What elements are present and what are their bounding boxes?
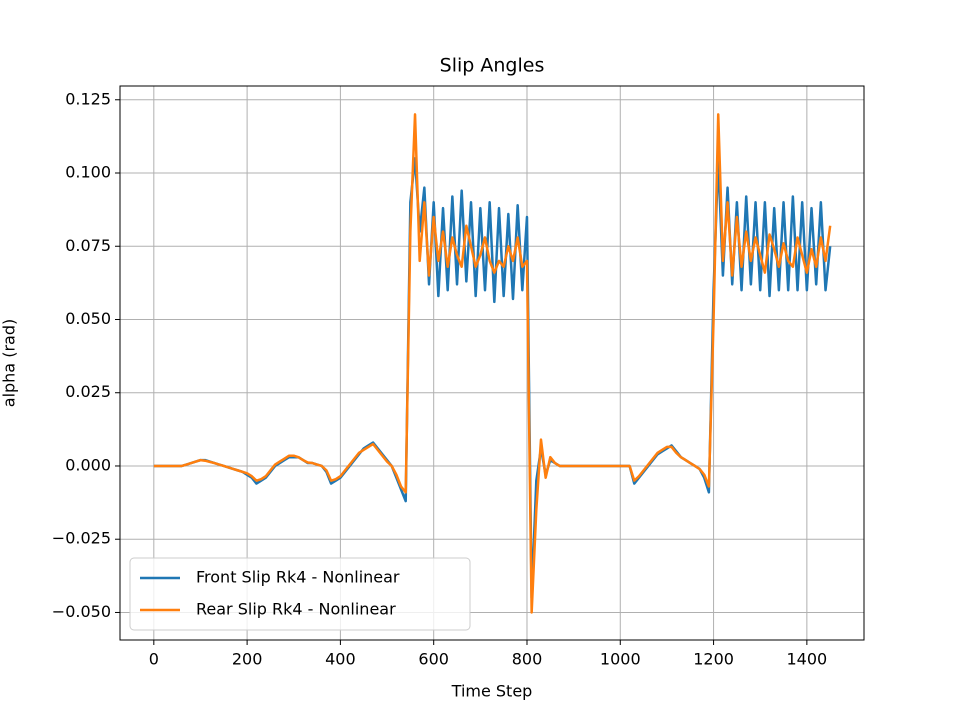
- legend-label: Rear Slip Rk4 - Nonlinear: [196, 600, 396, 619]
- y-tick-label: 0.100: [65, 163, 111, 182]
- x-tick-label: 800: [512, 650, 543, 669]
- y-tick-label: −0.050: [52, 602, 111, 621]
- y-axis-label: alpha (rad): [0, 319, 19, 407]
- x-tick-label: 1200: [693, 650, 734, 669]
- x-tick-label: 200: [232, 650, 263, 669]
- x-axis-label: Time Step: [451, 682, 533, 701]
- x-tick-label: 600: [418, 650, 449, 669]
- series-line: [153, 113, 832, 614]
- y-tick-label: 0.075: [65, 236, 111, 255]
- y-tick-label: 0.000: [65, 455, 111, 474]
- y-tick-label: 0.050: [65, 309, 111, 328]
- x-tick-label: 400: [325, 650, 356, 669]
- x-tick-label: 1000: [600, 650, 641, 669]
- y-tick-label: 0.125: [65, 89, 111, 108]
- x-tick-label: 1400: [786, 650, 827, 669]
- plot-frame: [119, 85, 865, 641]
- y-tick-label: 0.025: [65, 382, 111, 401]
- x-tick-label: 0: [149, 650, 159, 669]
- chart-title: Slip Angles: [440, 55, 545, 77]
- y-tick-label: −0.025: [52, 529, 111, 548]
- legend-label: Front Slip Rk4 - Nonlinear: [196, 568, 400, 587]
- legend-box: [129, 557, 471, 631]
